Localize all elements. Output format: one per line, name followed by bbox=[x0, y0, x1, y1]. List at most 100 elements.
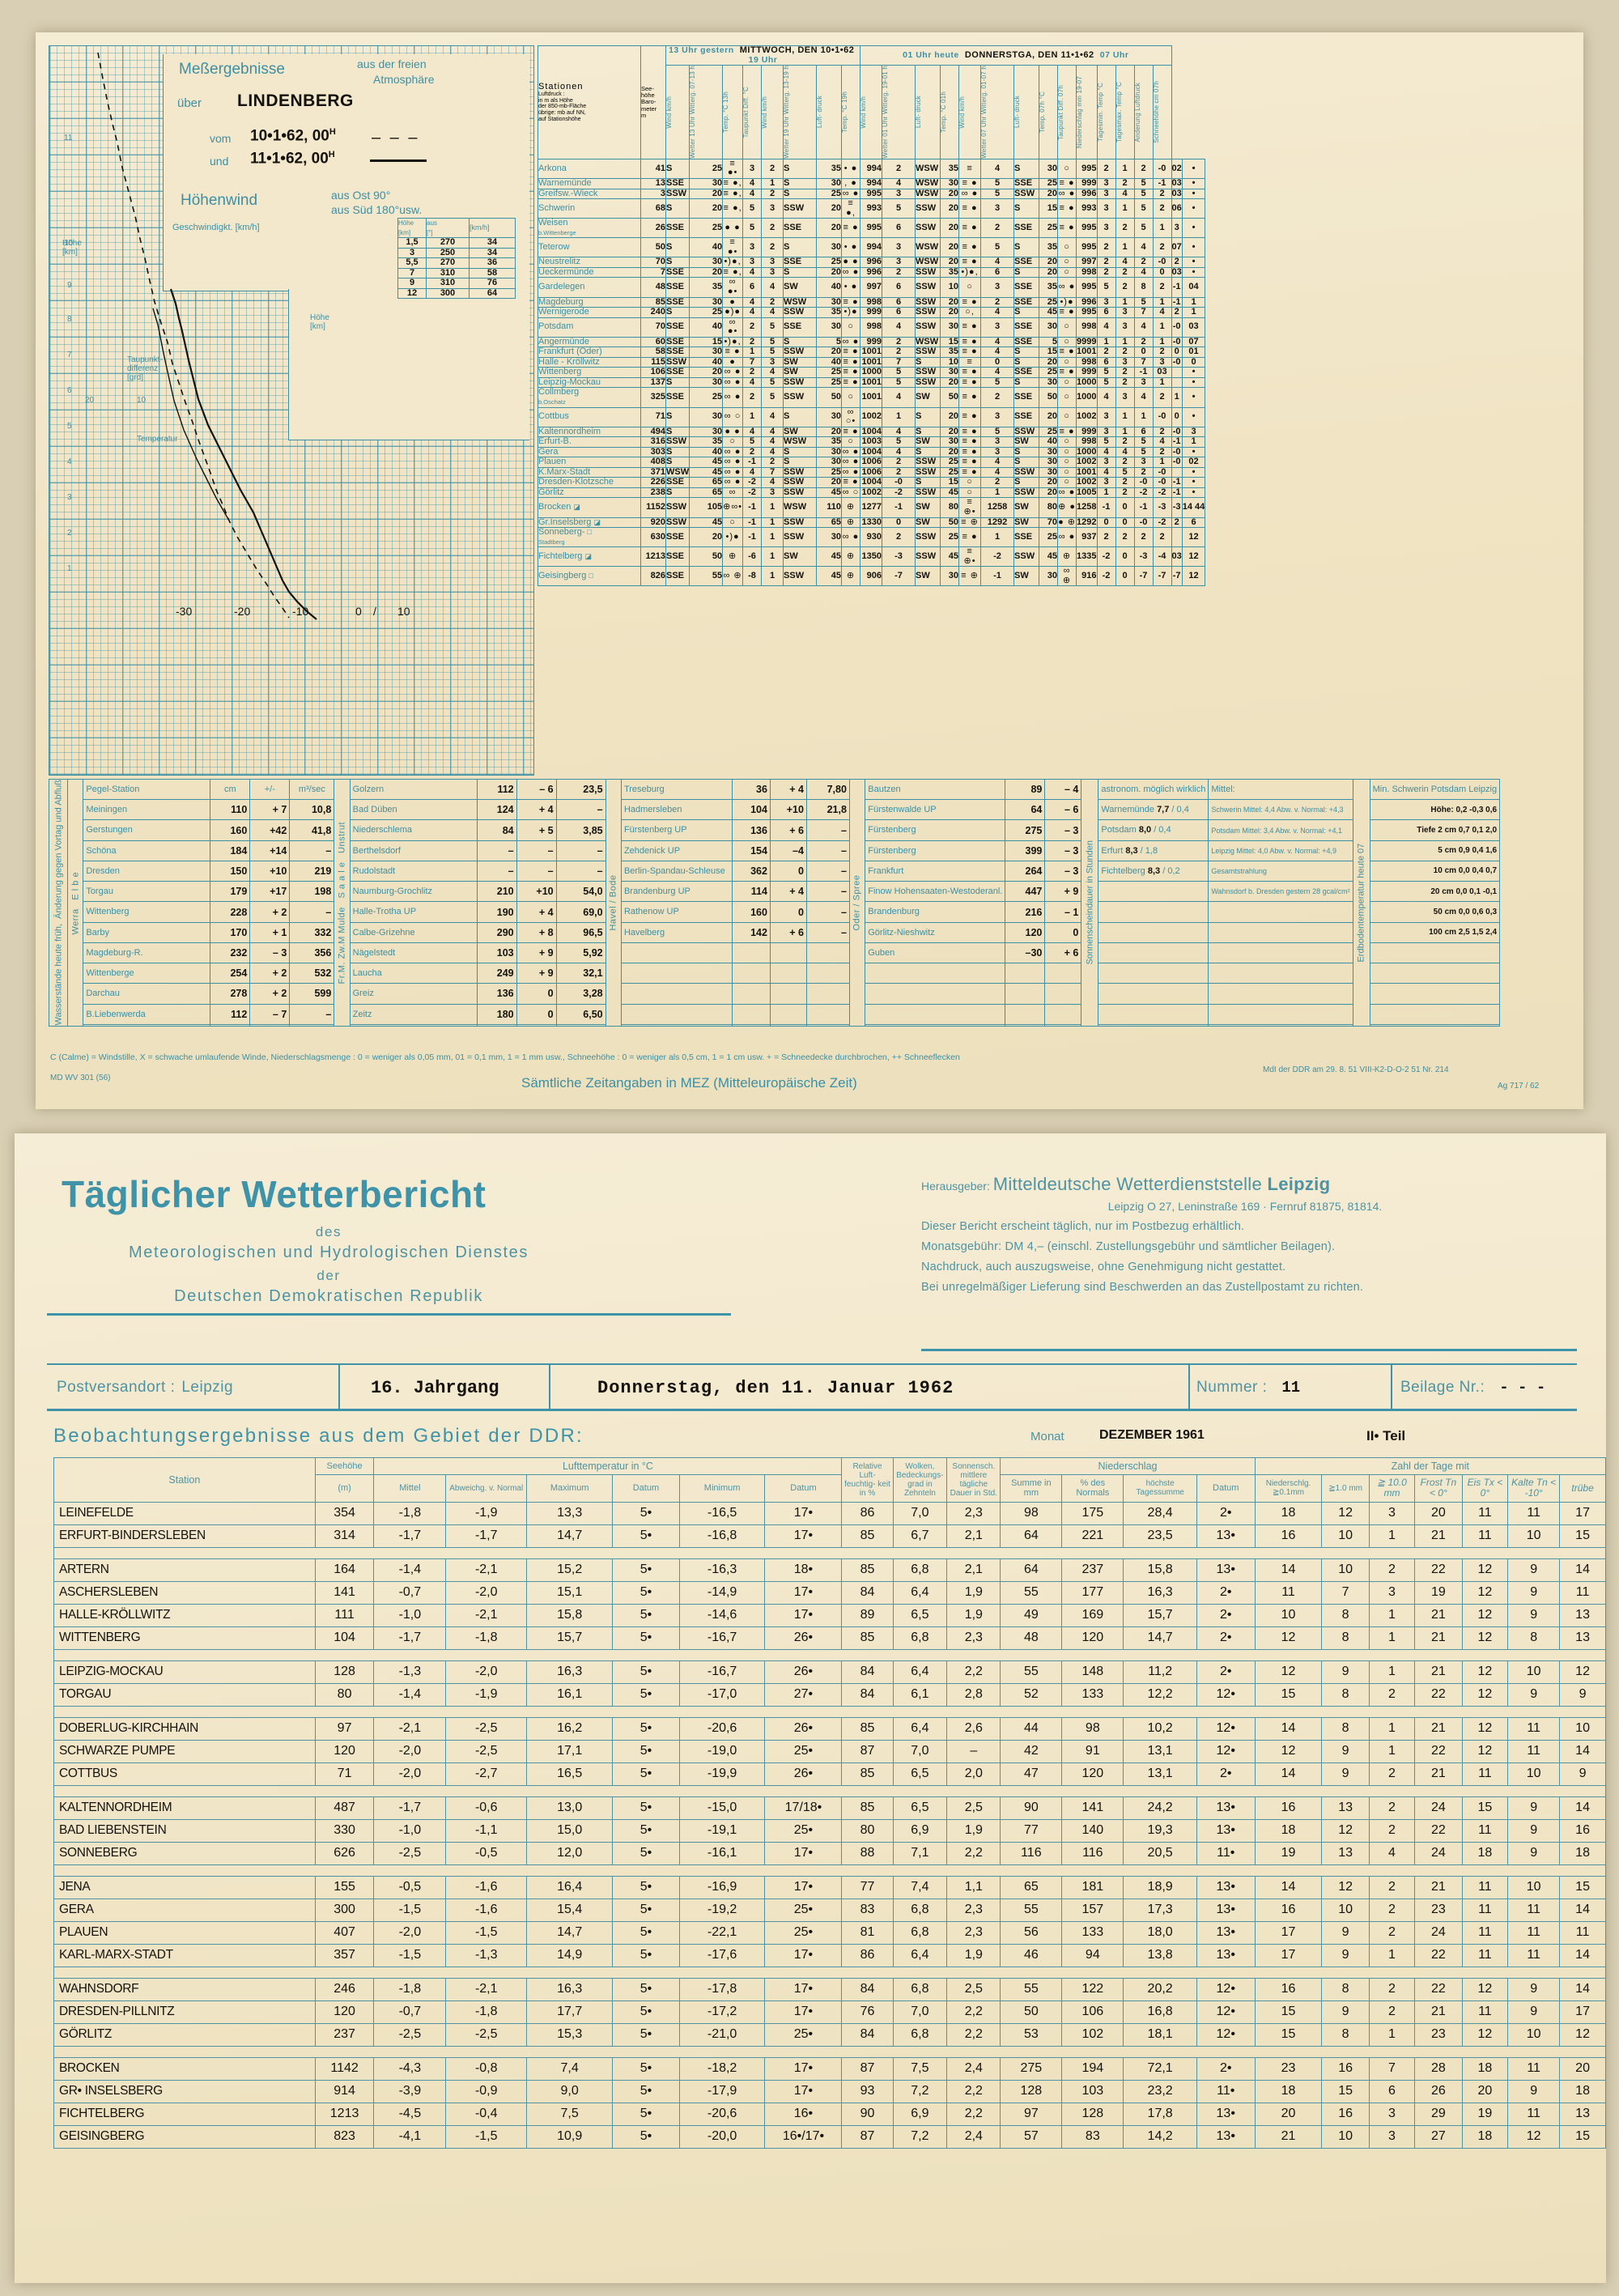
cell-frost: 19 bbox=[1414, 1580, 1463, 1605]
cell-dhoch: 2• bbox=[1196, 1660, 1256, 1684]
syn-col: Schneehöhe cm 07h bbox=[1152, 65, 1172, 159]
syn-row: Geisingberg □ 826 SSE 55 ∞ ⊕ -8 1 SSW 45 ⊕ 906 -7 SW… bbox=[538, 566, 1206, 587]
cell-min: -17,0 bbox=[678, 1682, 766, 1707]
cell-n100: 2 bbox=[1368, 1818, 1416, 1843]
cell-n01: 17 bbox=[1254, 1920, 1323, 1945]
cell-dmax: 5• bbox=[612, 1580, 680, 1605]
header-n01: Niederschlg. ≧0.1mm bbox=[1254, 1474, 1323, 1503]
cell-dmin: 16• bbox=[764, 2102, 843, 2126]
cell-summe: 90 bbox=[1000, 1796, 1063, 1820]
monthly-climate-table: Station Seehöhe Lufttemperatur in °C Relati… bbox=[53, 1457, 1607, 2149]
sonnenschein-label: Sonnenscheindauer in Stunden bbox=[1081, 779, 1098, 1027]
cell-dmin: 17• bbox=[764, 2079, 843, 2103]
group-spacer bbox=[53, 1785, 1606, 1797]
syn-station-name: Wernigerode bbox=[538, 307, 641, 318]
cell-kalte: 10 bbox=[1507, 1524, 1561, 1548]
station-name: BROCKEN bbox=[53, 2056, 316, 2081]
cell-n10: 16 bbox=[1321, 2102, 1370, 2126]
cell-n10: 8 bbox=[1321, 1603, 1370, 1627]
cell-hoechste: 20,5 bbox=[1123, 1841, 1197, 1865]
cell-dmax: 5• bbox=[612, 1841, 680, 1865]
cell-n10: 8 bbox=[1321, 2022, 1370, 2047]
cell-kalte: 9 bbox=[1507, 1796, 1561, 1820]
cell-alt: 120 bbox=[314, 1739, 375, 1763]
table-row: WITTENBERG 104 -1,7 -1,8 15,7 5• -16,7 26• 85 6,8… bbox=[53, 1626, 1606, 1650]
syn-station-name: Warnemünde bbox=[538, 178, 641, 189]
cell-hoechste: 11,2 bbox=[1123, 1660, 1197, 1684]
station-name: WAHNSDORF bbox=[53, 1977, 316, 2001]
syn-station-name: Görlitz bbox=[538, 487, 641, 499]
cell-max: 15,3 bbox=[526, 2022, 614, 2047]
syn-row: Plauen 408 S 45 ∞ ● -1 2 S 30 ∞ ● 1006 2 SSW 25 ≡ ● 4 S 3… bbox=[538, 457, 1206, 468]
day-header-2: 01 Uhr heute DONNERSTGA, DEN 11•1•62 07 … bbox=[860, 45, 1172, 66]
cell-dmax: 5• bbox=[612, 1558, 680, 1582]
cell-dmin: 17• bbox=[764, 1841, 843, 1865]
cell-summe: 52 bbox=[1000, 1682, 1063, 1707]
river-label-right: Havel / Bode bbox=[606, 779, 622, 1027]
syn-row: Angermünde 60 SSE 15 •)●, 2 5 S 5 ∞ ● 999 2 WSW 15 ≡ ●… bbox=[538, 336, 1206, 348]
syn-col: Taupunkt Diff. 07h bbox=[1057, 65, 1077, 159]
station-name: KARL-MARX-STADT bbox=[53, 1943, 316, 1967]
table-row: LEIPZIG-MOCKAU 128 -1,3 -2,0 16,3 5• -16,7 26• 8… bbox=[53, 1660, 1606, 1684]
cell-eis: 12 bbox=[1461, 1558, 1509, 1582]
cell-n100: 2 bbox=[1368, 1920, 1416, 1945]
cell-mittel: -2,0 bbox=[373, 1739, 447, 1763]
issue-sep-3 bbox=[1188, 1365, 1190, 1410]
cell-abw: -2,1 bbox=[445, 1977, 528, 2001]
cell-hoechste: 16,3 bbox=[1123, 1580, 1197, 1605]
cell-min: -17,6 bbox=[678, 1943, 766, 1967]
syn-station-name: K.Marx-Stadt bbox=[538, 466, 641, 478]
cell-mittel: -1,7 bbox=[373, 1796, 447, 1820]
syn-altitude: 325 bbox=[640, 387, 666, 408]
syn-col: Änderung Luftdruck bbox=[1133, 65, 1154, 159]
cell-hoechste: 23,2 bbox=[1123, 2079, 1197, 2103]
issue-sep-2 bbox=[549, 1365, 550, 1410]
cell-dhoch: 13• bbox=[1196, 2124, 1256, 2149]
cell-hoechste: 12,2 bbox=[1123, 1682, 1197, 1707]
syn-row: Dresden-Klotzsche 226 SSE 65 ∞ ● -2 4 SSW 20 ≡ ● 1… bbox=[538, 477, 1206, 488]
cell-frost: 23 bbox=[1414, 2022, 1463, 2047]
cell-frost: 29 bbox=[1414, 2102, 1463, 2126]
cell-dhoch: 13• bbox=[1196, 1818, 1256, 1843]
cell-n100: 2 bbox=[1368, 1875, 1416, 1899]
table-row: WAHNSDORF 246 -1,8 -2,1 16,3 5• -17,8 17• 84 6,8 2… bbox=[53, 1977, 1606, 2001]
cell-normal: 120 bbox=[1061, 1762, 1124, 1786]
gauge-name: Magdeburg-R. bbox=[83, 942, 211, 964]
cell-sonne: 2,5 bbox=[946, 1796, 1001, 1820]
publisher-address: Leipzig O 27, Leninstraße 169 · Fernruf … bbox=[1107, 1200, 1383, 1213]
cell-sonne: 1,9 bbox=[946, 1603, 1001, 1627]
cell-max: 15,1 bbox=[526, 1580, 614, 1605]
syn-altitude: 826 bbox=[640, 566, 666, 587]
cell-max: 14,9 bbox=[526, 1943, 614, 1967]
group-spacer bbox=[53, 1649, 1606, 1661]
wind-row: 9 310 76 bbox=[397, 278, 516, 289]
syn-station-name: Geisingberg □ bbox=[538, 566, 641, 587]
cell-mittel: -0,7 bbox=[373, 2000, 447, 2024]
cell-min: -16,1 bbox=[678, 1841, 766, 1865]
cell-alt: 111 bbox=[314, 1603, 375, 1627]
cell-min: -17,8 bbox=[678, 1977, 766, 2001]
syn-row: Wernigerode 240 S 25 ●)● 4 4 SSW 35 •)● 999 6 SSW 20 ○… bbox=[538, 307, 1206, 318]
cell-dmax: 5• bbox=[612, 2022, 680, 2047]
cell-trube: 15 bbox=[1559, 1524, 1606, 1548]
hydro-row: Dresden 150 +10 219 Rudolstadt – – – Berlin-Span… bbox=[49, 860, 1501, 882]
syn-altitude: 48 bbox=[640, 277, 666, 298]
cell-n01: 16 bbox=[1254, 1898, 1323, 1922]
cell-sonne: 2,1 bbox=[946, 1558, 1001, 1582]
cell-kalte: 9 bbox=[1507, 1682, 1561, 1707]
cell-eis: 15 bbox=[1461, 1796, 1509, 1820]
syn-station-name: Potsdam bbox=[538, 317, 641, 338]
cell-max: 16,2 bbox=[526, 1716, 614, 1741]
cell-feucht: 88 bbox=[841, 1841, 894, 1865]
table-row: PLAUEN 407 -2,0 -1,5 14,7 5• -22,1 25• 81 6,8 2,3 5… bbox=[53, 1920, 1606, 1945]
table-row: HALLE-KRÖLLWITZ 111 -1,0 -2,1 15,8 5• -14,6 17•… bbox=[53, 1603, 1606, 1627]
cell-normal: 177 bbox=[1061, 1580, 1124, 1605]
header-tage: Zahl der Tage mit bbox=[1254, 1457, 1607, 1475]
cell-eis: 12 bbox=[1461, 1739, 1509, 1763]
cell-n10: 8 bbox=[1321, 1716, 1370, 1741]
gauge-name bbox=[83, 1023, 211, 1027]
cell-n10: 12 bbox=[1321, 1875, 1370, 1899]
syn-row: Arkona 41 S 25 ≡ ●• 3 2 S 35 • ● 994 2 WSW 35 ≡ 4 S 30 ○ 99… bbox=[538, 158, 1206, 179]
cell-mittel: -1,5 bbox=[373, 1898, 447, 1922]
hydro-row: Meiningen 110 + 7 10,8 Bad Düben 124 + 4– Hadme… bbox=[49, 799, 1501, 821]
